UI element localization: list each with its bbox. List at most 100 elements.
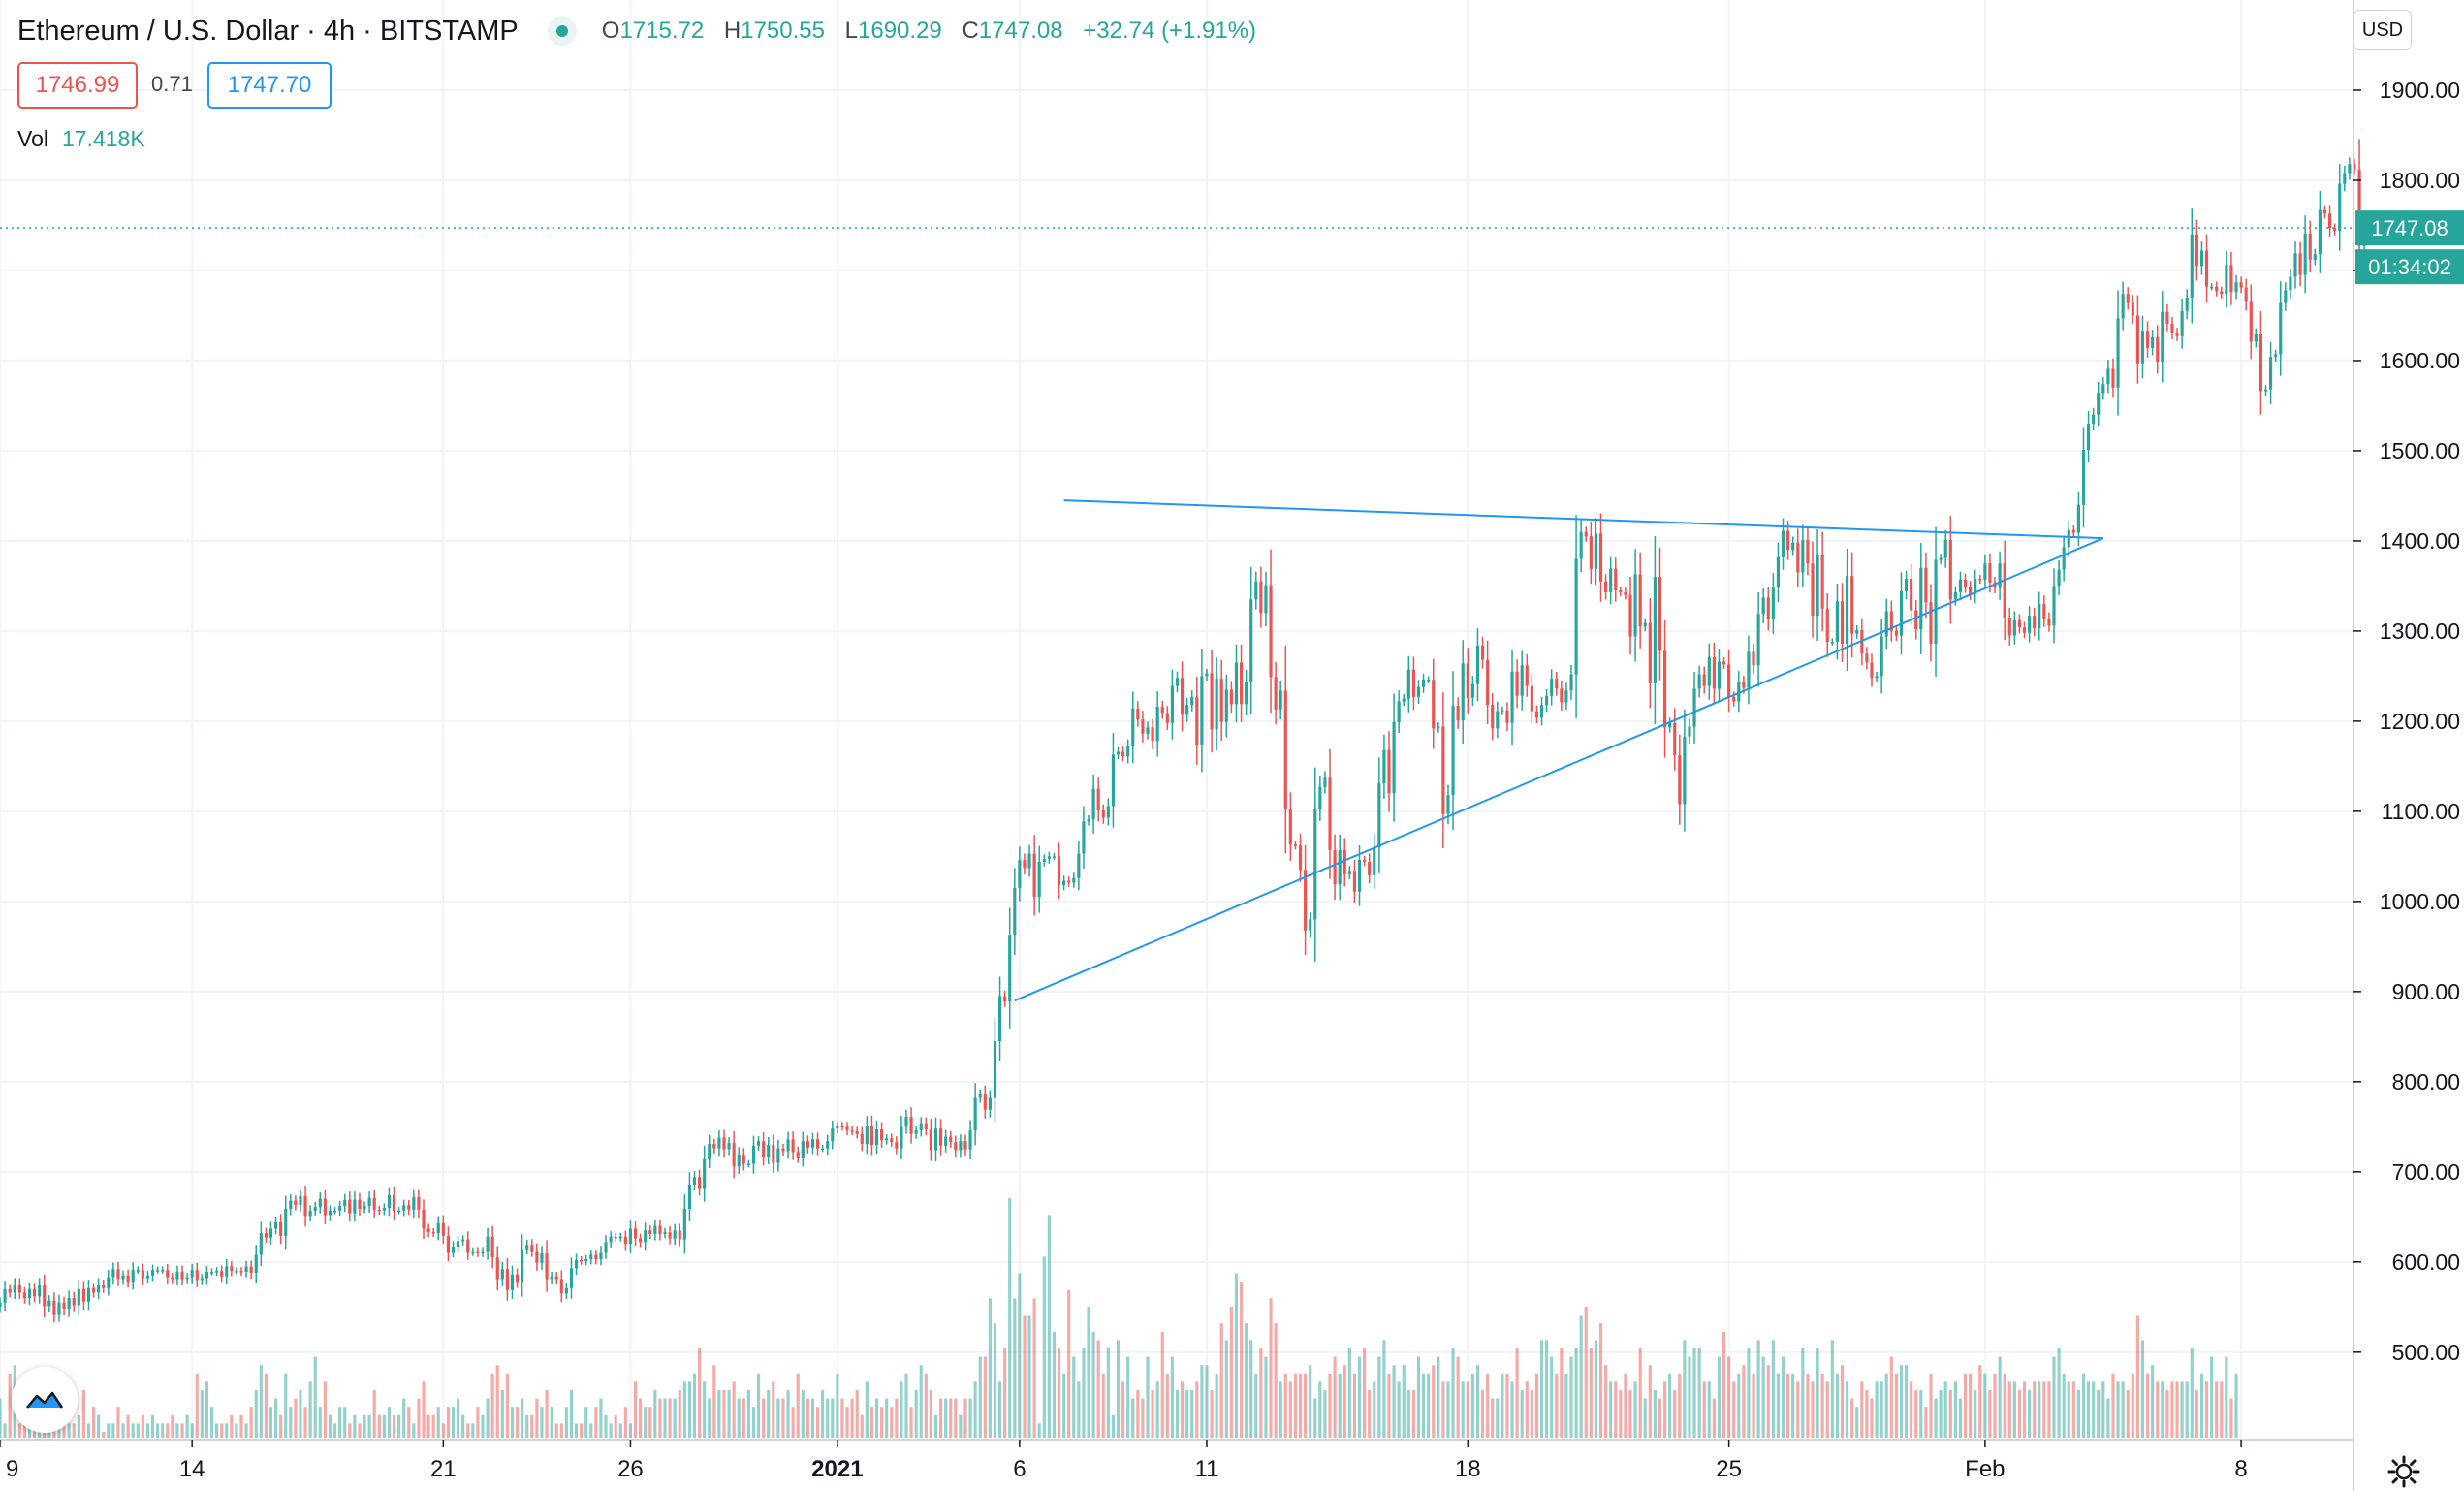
- candle-body: [1121, 751, 1125, 757]
- candle-body: [968, 1130, 972, 1150]
- candle-body: [1781, 530, 1785, 557]
- candle-body: [279, 1221, 283, 1236]
- high-value: 1750.55: [741, 17, 825, 44]
- volume-bar: [156, 1423, 160, 1438]
- volume-bar: [1998, 1356, 2002, 1438]
- candle-body: [175, 1272, 179, 1280]
- volume-bar: [1628, 1389, 1632, 1438]
- volume-bar: [1309, 1365, 1312, 1438]
- volume-bar: [1791, 1373, 1795, 1438]
- candle-body: [1638, 574, 1642, 627]
- volume-bar: [1589, 1348, 1593, 1438]
- candle-body: [1057, 856, 1061, 886]
- candle-body: [1515, 671, 1519, 696]
- candle-body: [2071, 529, 2075, 533]
- volume-bar: [1126, 1356, 1130, 1438]
- volume-bar: [1160, 1331, 1164, 1438]
- candle-body: [1742, 681, 1746, 688]
- candle-body: [732, 1143, 736, 1167]
- candle-body: [1560, 688, 1564, 703]
- candle-body: [1185, 705, 1189, 715]
- settings-gear-icon[interactable]: [2386, 1454, 2421, 1489]
- candle-body: [1875, 676, 1879, 679]
- candle-body: [495, 1257, 499, 1280]
- volume-bar: [1604, 1365, 1608, 1438]
- x-tick-label: 18: [1455, 1456, 1481, 1482]
- candle-body: [869, 1126, 874, 1145]
- volume-bar: [1683, 1340, 1687, 1438]
- candle-body: [1470, 683, 1474, 698]
- volume-bar: [855, 1389, 859, 1438]
- volume-bar: [860, 1414, 864, 1438]
- candle-body: [1860, 629, 1864, 654]
- volume-bar: [1032, 1298, 1036, 1438]
- volume-bar: [1155, 1381, 1159, 1438]
- volume-bar: [2012, 1381, 2016, 1438]
- volume-bar: [205, 1381, 209, 1438]
- candle-series: [0, 139, 2366, 1323]
- candle-body: [1855, 629, 1859, 634]
- volume-bar: [490, 1373, 494, 1438]
- volume-bar: [831, 1398, 835, 1438]
- candle-body: [1018, 860, 1022, 888]
- volume-bar: [436, 1407, 440, 1438]
- candle-body: [722, 1137, 726, 1150]
- volume-bar: [845, 1407, 849, 1438]
- volume-bar: [332, 1423, 337, 1438]
- volume-bar: [944, 1398, 948, 1438]
- candle-body: [2170, 323, 2174, 333]
- candle-body: [86, 1287, 91, 1302]
- volume-bar: [786, 1389, 790, 1438]
- volume-bar: [308, 1381, 312, 1438]
- candle-body: [2220, 291, 2224, 295]
- candle-body: [358, 1199, 362, 1209]
- volume-bar: [1555, 1373, 1559, 1438]
- candle-body: [614, 1236, 617, 1239]
- symbol-title[interactable]: Ethereum / U.S. Dollar · 4h · BITSTAMP: [17, 15, 519, 47]
- volume-bar: [1067, 1289, 1071, 1438]
- candle-body: [57, 1302, 61, 1315]
- volume-bar: [476, 1407, 480, 1438]
- candle-body: [1505, 710, 1509, 723]
- volume-value: 17.418K: [61, 126, 145, 151]
- sell-price-button[interactable]: 1746.99: [17, 62, 138, 109]
- volume-bar: [1283, 1373, 1287, 1438]
- candle-body: [1264, 585, 1268, 614]
- volume-bar: [521, 1398, 524, 1438]
- candle-body: [1091, 788, 1095, 820]
- volume-legend[interactable]: Vol 17.418K: [17, 126, 145, 152]
- candle-body: [924, 1123, 928, 1130]
- volume-bar: [2111, 1373, 2115, 1438]
- volume-bar: [2175, 1381, 2179, 1438]
- candle-body: [1801, 539, 1805, 573]
- volume-bar: [1096, 1340, 1100, 1438]
- volume-bar: [358, 1423, 362, 1438]
- candle-body: [1323, 777, 1327, 787]
- currency-button[interactable]: USD: [2353, 10, 2412, 50]
- candle-body: [102, 1285, 106, 1288]
- volume-bar: [978, 1356, 982, 1438]
- candle-body: [1752, 651, 1755, 666]
- candle-body: [1963, 579, 1968, 587]
- candle-body: [1437, 726, 1440, 729]
- buy-price-button[interactable]: 1747.70: [207, 62, 332, 109]
- candle-body: [97, 1285, 101, 1293]
- candle-body: [781, 1148, 785, 1152]
- candle-body: [569, 1268, 574, 1288]
- candle-body: [1761, 597, 1765, 615]
- volume-bar: [86, 1423, 91, 1438]
- volume-bar: [1427, 1373, 1431, 1438]
- volume-bar: [1978, 1365, 1982, 1438]
- volume-bar: [919, 1365, 923, 1438]
- y-tick-label: 1000.00: [2380, 889, 2460, 914]
- candle-body: [895, 1142, 899, 1149]
- candle-body: [145, 1275, 150, 1279]
- candle-body: [72, 1298, 76, 1306]
- candle-body: [1846, 576, 1849, 644]
- volume-bar: [1136, 1389, 1140, 1438]
- tradingview-logo-icon[interactable]: [12, 1367, 78, 1433]
- volume-bar: [2076, 1389, 2080, 1438]
- volume-bar: [1953, 1381, 1957, 1438]
- candle-body: [682, 1208, 686, 1240]
